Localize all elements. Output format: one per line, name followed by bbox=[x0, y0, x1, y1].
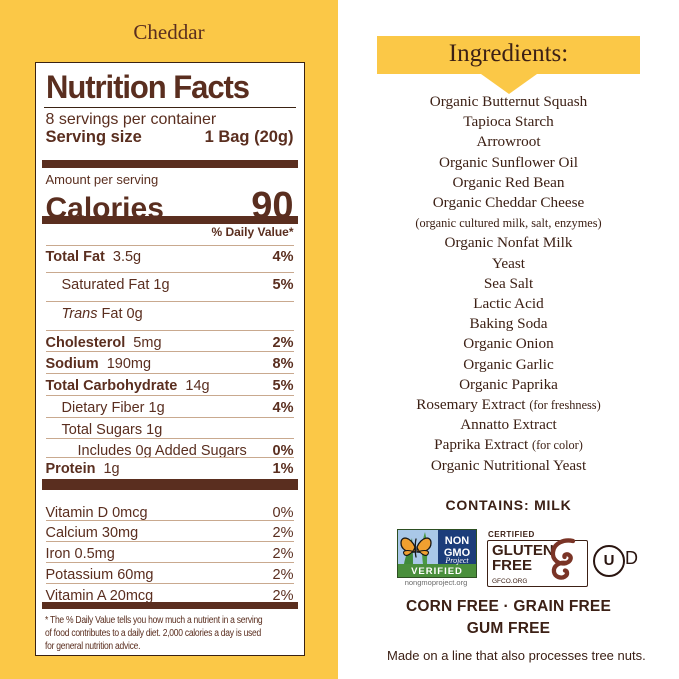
svg-text:NON: NON bbox=[445, 535, 470, 547]
svg-text:Project: Project bbox=[444, 556, 469, 565]
svg-text:VERIFIED: VERIFIED bbox=[411, 566, 463, 577]
